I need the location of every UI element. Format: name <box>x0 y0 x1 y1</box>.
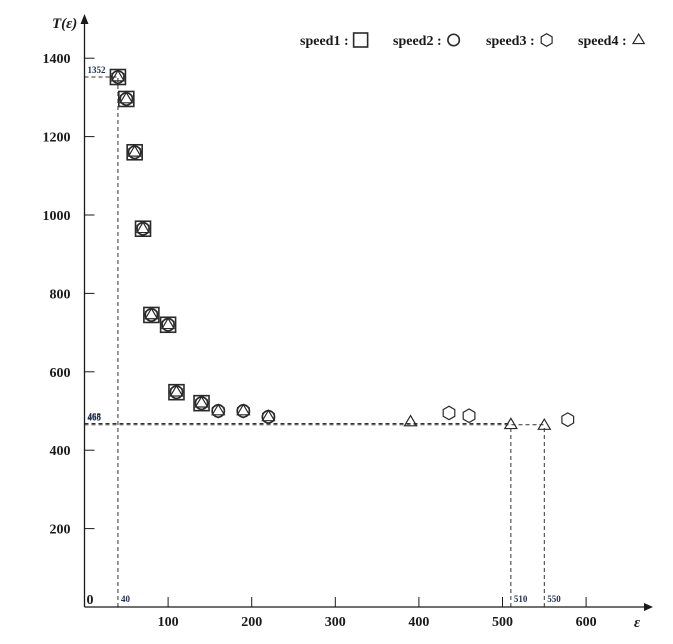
origin-label: 0 <box>87 593 94 608</box>
hexagon-marker-icon <box>211 403 225 419</box>
annotation-label-y: 468 <box>88 412 102 422</box>
legend: speed1 : speed2 : speed3 : speed4 : <box>300 32 646 49</box>
hexagon-marker-icon <box>236 403 250 419</box>
y-tick-label: 1400 <box>43 52 71 67</box>
x-tick-label: 300 <box>325 615 346 630</box>
legend-hexagon-icon <box>540 33 553 47</box>
series-speed1 <box>109 68 210 412</box>
y-tick-label: 1000 <box>43 209 71 224</box>
x-tick-label: 600 <box>576 615 597 630</box>
hexagon-marker-icon <box>128 144 142 160</box>
triangle-marker-icon <box>537 417 552 430</box>
hexagon-marker-icon <box>161 317 175 333</box>
legend-label: speed1 : <box>300 34 349 49</box>
x-tick-label: 500 <box>492 615 513 630</box>
legend-label: speed4 : <box>578 34 627 49</box>
x-axis-arrow-icon <box>644 603 653 611</box>
series-speed2 <box>110 70 276 424</box>
hexagon-marker-icon <box>262 409 275 425</box>
annotation-label-y: 465 <box>88 413 102 423</box>
legend-item-4: speed4 : <box>578 32 646 49</box>
annotation-label-y: 1352 <box>88 65 107 75</box>
triangle-marker-icon <box>503 417 518 430</box>
legend-item-3: speed3 : <box>486 33 553 49</box>
hexagon-marker-icon <box>442 405 456 421</box>
triangle-marker-icon <box>119 91 134 104</box>
y-tick-label: 600 <box>50 366 71 381</box>
legend-circle-icon <box>447 33 461 47</box>
x-axis-title: ε <box>634 615 641 631</box>
hexagon-marker-icon <box>561 412 575 428</box>
triangle-marker-icon <box>403 414 418 427</box>
triangle-marker-icon <box>261 409 276 422</box>
legend-item-1: speed1 : <box>300 32 369 49</box>
hexagon-marker-icon <box>119 91 133 107</box>
hexagon-marker-icon <box>144 307 158 323</box>
y-tick-label: 1200 <box>43 131 71 146</box>
legend-item-2: speed2 : <box>393 33 461 49</box>
x-tick-label: 200 <box>241 615 262 630</box>
annotation-label-x: 40 <box>121 594 131 604</box>
series-speed3 <box>111 69 575 428</box>
y-tick-label: 800 <box>50 287 71 302</box>
y-axis-arrow-icon <box>80 14 89 24</box>
series-speed4 <box>110 69 552 430</box>
hexagon-marker-icon <box>462 408 476 424</box>
hexagon-marker-icon <box>170 384 183 400</box>
legend-triangle-icon <box>631 32 646 45</box>
triangle-marker-icon <box>135 221 151 234</box>
triangle-marker-icon <box>169 384 184 397</box>
y-tick-label: 200 <box>50 523 71 538</box>
triangle-marker-icon <box>127 144 142 157</box>
triangle-marker-icon <box>110 69 126 82</box>
triangle-marker-icon <box>236 403 251 416</box>
hexagon-marker-icon <box>195 395 208 411</box>
triangle-marker-icon <box>194 395 209 408</box>
y-tick-label: 400 <box>50 444 71 459</box>
x-tick-label: 100 <box>158 615 179 630</box>
legend-square-icon <box>352 32 369 48</box>
x-tick-label: 400 <box>408 615 429 630</box>
hexagon-marker-icon <box>111 69 125 85</box>
legend-label: speed2 : <box>393 34 442 49</box>
triangle-marker-icon <box>211 403 226 416</box>
data-points <box>109 68 575 430</box>
triangle-marker-icon <box>160 317 176 330</box>
legend-label: speed3 : <box>486 34 535 49</box>
y-axis-title: T(ε) <box>52 16 77 32</box>
hexagon-marker-icon <box>136 221 150 237</box>
annotation-label-x: 550 <box>547 594 561 604</box>
triangle-marker-icon <box>144 307 159 320</box>
annotation-label-x: 510 <box>514 594 528 604</box>
